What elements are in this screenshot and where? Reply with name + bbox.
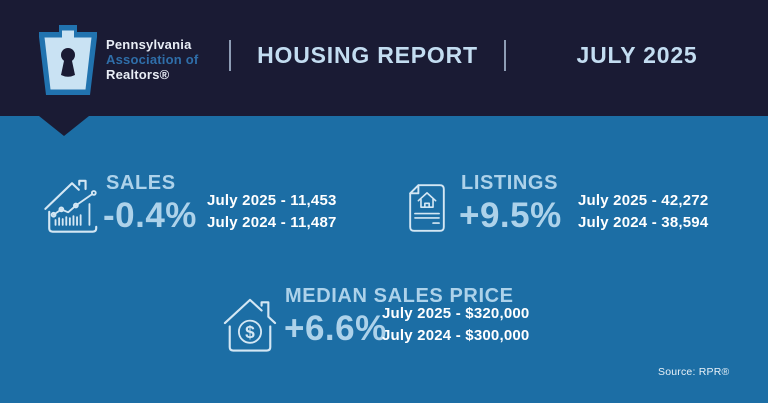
median-price-label: MEDIAN SALES PRICE	[285, 285, 514, 307]
header-divider-left	[229, 40, 231, 71]
median-detail-2025: July 2025 - $320,000	[382, 305, 530, 322]
sales-detail-lines: July 2025 - 11,453 July 2024 - 11,487	[207, 190, 337, 234]
listings-detail-2024: July 2024 - 38,594	[578, 214, 709, 231]
listings-detail-2025: July 2025 - 42,272	[578, 192, 709, 209]
sales-detail-2025: July 2025 - 11,453	[207, 192, 337, 209]
listings-detail-lines: July 2025 - 42,272 July 2024 - 38,594	[578, 190, 708, 234]
header-divider-right	[504, 40, 506, 71]
report-title: HOUSING REPORT	[257, 42, 478, 68]
listings-change-percent: +9.5%	[459, 196, 562, 235]
logo-wordmark: Pennsylvania Association of Realtors®	[106, 37, 198, 82]
logo-line-realtors: Realtors®	[106, 67, 170, 82]
header-bar: Pennsylvania Association of Realtors® HO…	[0, 0, 768, 116]
logo-line-pennsylvania: Pennsylvania	[106, 37, 192, 52]
report-period: JULY 2025	[576, 42, 698, 68]
median-price-change-percent: +6.6%	[284, 309, 387, 348]
listings-label: LISTINGS	[461, 172, 559, 194]
sales-change-percent: -0.4%	[103, 196, 197, 235]
median-price-detail-lines: July 2025 - $320,000 July 2024 - $300,00…	[382, 303, 529, 347]
logo-line-association: Association of	[106, 52, 199, 67]
dollar-glyph: $	[245, 322, 255, 342]
sales-label: SALES	[106, 172, 176, 194]
house-bar-chart-icon	[42, 175, 102, 237]
listing-document-icon	[407, 183, 447, 233]
median-detail-2024: July 2024 - $300,000	[382, 327, 530, 344]
sales-detail-2024: July 2024 - 11,487	[207, 214, 337, 231]
house-dollar-icon: $	[222, 293, 278, 355]
header-pointer-triangle	[39, 116, 89, 136]
keystone-keyhole-icon	[39, 25, 97, 95]
source-attribution: Source: RPR®	[658, 366, 730, 378]
